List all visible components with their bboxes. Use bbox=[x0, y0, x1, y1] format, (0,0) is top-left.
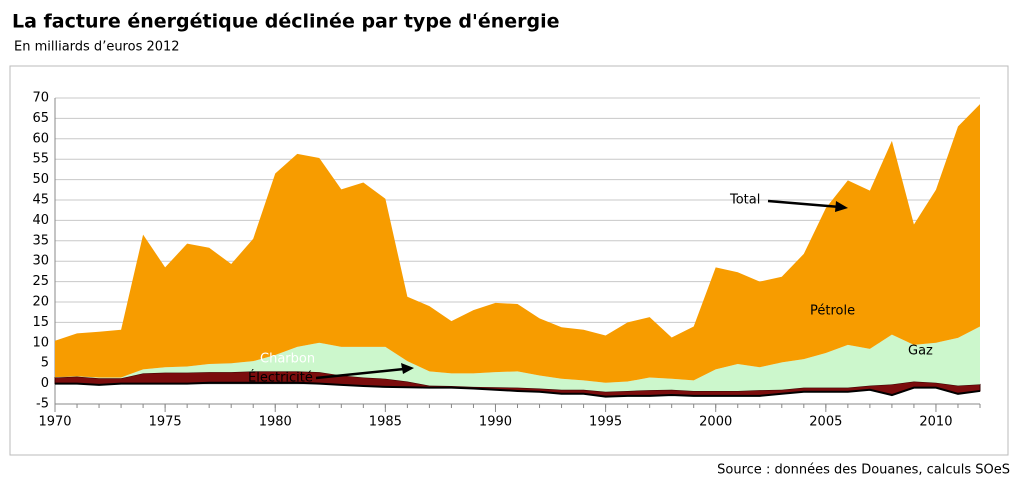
y-tick-label: 15 bbox=[32, 315, 49, 330]
y-tick-label: -5 bbox=[36, 397, 49, 412]
y-tick-label: 5 bbox=[41, 356, 49, 371]
x-tick-label: 1970 bbox=[38, 415, 71, 430]
series-label: Charbon bbox=[260, 352, 315, 367]
y-tick-label: 65 bbox=[32, 111, 49, 126]
series-area bbox=[55, 104, 980, 383]
y-tick-label: 10 bbox=[32, 335, 49, 350]
x-tick-label: 1990 bbox=[479, 415, 512, 430]
x-tick-label: 1985 bbox=[369, 415, 402, 430]
areas bbox=[54, 104, 981, 398]
x-tick-label: 1995 bbox=[589, 415, 622, 430]
y-tick-label: 0 bbox=[41, 376, 49, 391]
annotation: Total bbox=[729, 193, 760, 208]
source: Source : données des Douanes, calculs SO… bbox=[717, 463, 1010, 478]
annotation-arrow bbox=[315, 367, 405, 380]
annotation-arrow bbox=[767, 199, 841, 209]
x-tick-label: 1980 bbox=[259, 415, 292, 430]
y-tick-label: 60 bbox=[32, 131, 49, 146]
y-tick-label: 55 bbox=[32, 152, 49, 167]
y-tick-label: 30 bbox=[32, 254, 49, 269]
x-tick-label: 2010 bbox=[919, 415, 952, 430]
y-tick-label: 70 bbox=[32, 91, 49, 106]
arrow-head bbox=[835, 201, 848, 212]
series-label: Pétrole bbox=[810, 304, 855, 319]
plot bbox=[54, 97, 981, 412]
series-label: Gaz bbox=[908, 344, 933, 359]
y-tick-label: 25 bbox=[32, 274, 49, 289]
x-tick-label: 2005 bbox=[809, 415, 842, 430]
x-tick-label: 2000 bbox=[699, 415, 732, 430]
chart-title: La facture énergétique déclinée par type… bbox=[12, 11, 560, 33]
y-tick-label: 45 bbox=[32, 193, 49, 208]
y-tick-label: 20 bbox=[32, 295, 49, 310]
series-area bbox=[55, 326, 980, 392]
plot-frame bbox=[9, 65, 1009, 456]
series-label: Électricité bbox=[248, 370, 313, 386]
y-tick-label: 50 bbox=[32, 172, 49, 187]
y-tick-label: 35 bbox=[32, 233, 49, 248]
y-tick-label: 40 bbox=[32, 213, 49, 228]
arrow-head bbox=[401, 363, 414, 374]
series-line bbox=[55, 381, 981, 398]
x-tick-label: 1975 bbox=[149, 415, 182, 430]
chart-subtitle: En milliards d’euros 2012 bbox=[14, 40, 180, 55]
